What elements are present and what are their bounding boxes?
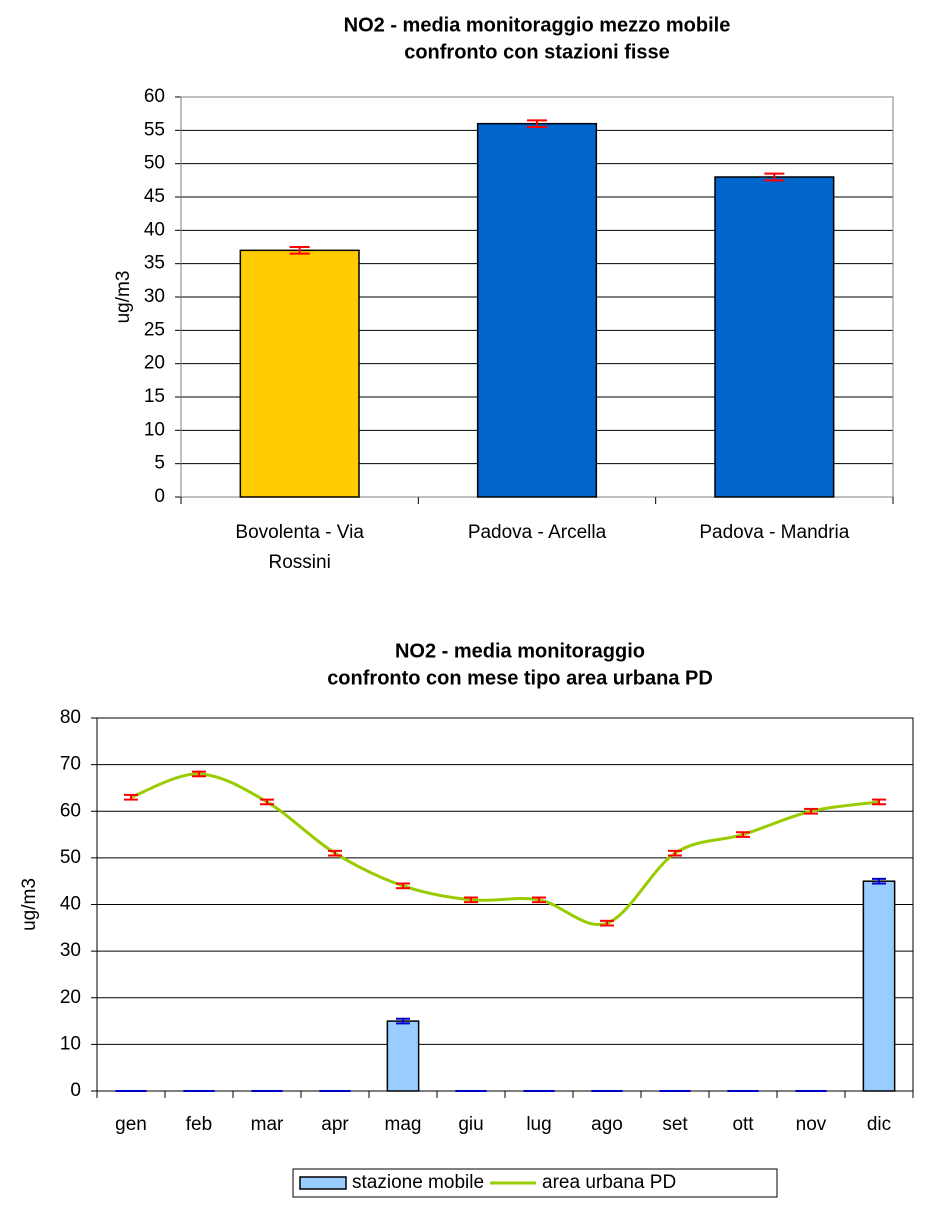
bar: [862, 880, 896, 1092]
y-tick-label: 25: [144, 319, 165, 340]
y-tick-label: 0: [70, 1080, 81, 1101]
x-tick-label: dic: [867, 1114, 891, 1135]
bar: [386, 1020, 420, 1092]
x-tick-label: feb: [186, 1114, 212, 1135]
chart-title: confronto con mese tipo area urbana PD: [327, 667, 713, 689]
x-tick-label: mag: [385, 1114, 422, 1135]
y-tick-label: 10: [144, 419, 165, 440]
x-tick-label: Padova - Mandria: [699, 522, 849, 543]
x-tick-label: apr: [321, 1114, 349, 1135]
x-tick-label: Rossini: [269, 552, 331, 573]
line: [130, 772, 880, 926]
y-tick-label: 55: [144, 119, 165, 140]
y-tick-label: 50: [144, 153, 165, 174]
y-tick-label: 60: [144, 86, 165, 107]
x-tick-label: ago: [591, 1114, 623, 1135]
chart-title: NO2 - media monitoraggio: [395, 640, 645, 662]
y-tick-label: 10: [60, 1033, 81, 1054]
bar: [714, 176, 835, 498]
x-tick-label: Bovolenta - Via: [235, 522, 364, 543]
y-tick-label: 35: [144, 253, 165, 274]
y-tick-label: 80: [60, 707, 81, 728]
y-tick-label: 60: [60, 800, 81, 821]
y-tick-label: 5: [154, 453, 165, 474]
legend-label: area urbana PD: [542, 1172, 676, 1193]
y-tick-label: 40: [144, 219, 165, 240]
x-tick-label: set: [662, 1114, 688, 1135]
y-tick-label: 45: [144, 186, 165, 207]
y-tick-label: 50: [60, 847, 81, 868]
x-tick-label: Padova - Arcella: [468, 522, 607, 543]
y-tick-label: 70: [60, 754, 81, 775]
y-tick-label: 15: [144, 386, 165, 407]
chart-title: NO2 - media monitoraggio mezzo mobile: [344, 14, 731, 36]
legend-label: stazione mobile: [352, 1172, 484, 1193]
y-tick-label: 30: [144, 286, 165, 307]
y-tick-label: 40: [60, 894, 81, 915]
y-tick-label: 0: [154, 486, 165, 507]
x-tick-label: lug: [526, 1114, 551, 1135]
chart-title: confronto con stazioni fisse: [404, 41, 670, 63]
y-tick-label: 20: [144, 353, 165, 374]
x-tick-label: gen: [115, 1114, 147, 1135]
x-tick-label: ott: [732, 1114, 754, 1135]
x-tick-label: mar: [251, 1114, 284, 1135]
y-tick-label: 20: [60, 987, 81, 1008]
x-tick-label: nov: [796, 1114, 827, 1135]
y-axis-label: ug/m3: [113, 271, 134, 324]
bar: [476, 122, 598, 498]
legend-swatch: [299, 1176, 347, 1190]
x-tick-label: giu: [458, 1114, 483, 1135]
y-axis-label: ug/m3: [19, 878, 40, 931]
bar: [239, 249, 360, 498]
y-tick-label: 30: [60, 940, 81, 961]
